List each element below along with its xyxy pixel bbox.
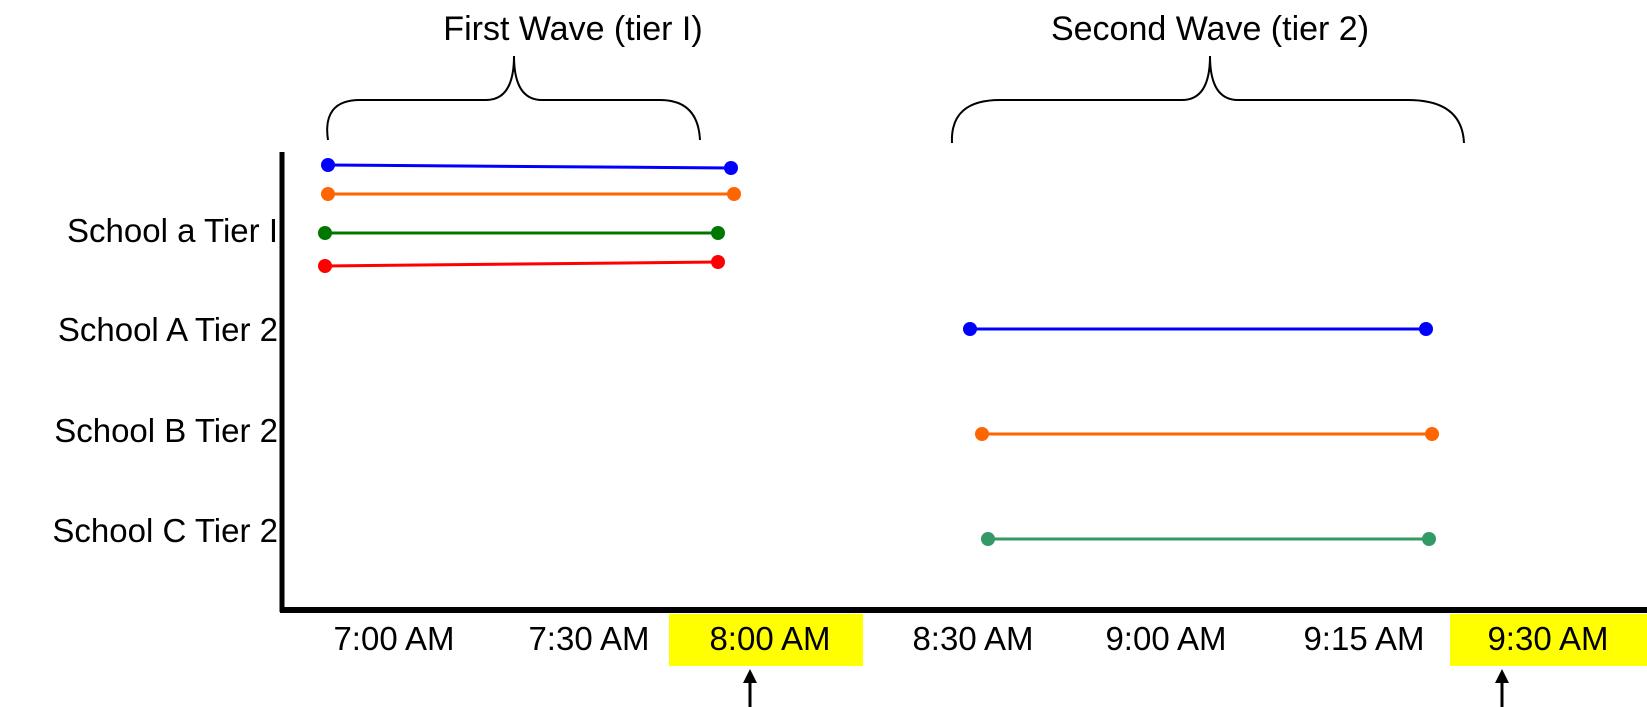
tick-label-900: 9:00 AM bbox=[1105, 620, 1226, 657]
tick-label-930: 9:30 AM bbox=[1487, 620, 1608, 657]
first-wave-brace bbox=[326, 55, 701, 141]
tick-label-700: 7:00 AM bbox=[333, 620, 454, 657]
row-label-school-a-tier-2: School A Tier 2 bbox=[58, 311, 278, 348]
segment-tier1-orange bbox=[321, 187, 741, 201]
first-wave-title: First Wave (tier I) bbox=[443, 10, 702, 48]
row-label-school-c-tier-2: School C Tier 2 bbox=[52, 512, 278, 549]
segment-tier1-green bbox=[318, 226, 725, 240]
row-label-school-a-tier-1: School a Tier I bbox=[67, 212, 278, 249]
highlight-box-930am bbox=[1450, 614, 1647, 666]
segment-school-c-tier2 bbox=[981, 532, 1436, 546]
highlight-box-8am bbox=[669, 614, 863, 666]
tick-label-915: 9:15 AM bbox=[1303, 620, 1424, 657]
row-label-school-b-tier-2: School B Tier 2 bbox=[54, 412, 278, 449]
arrow-930am-icon bbox=[1495, 669, 1509, 707]
tick-label-800: 8:00 AM bbox=[709, 620, 830, 657]
segment-tier1-blue bbox=[321, 158, 738, 175]
arrow-8am-icon bbox=[743, 669, 757, 707]
segment-school-b-tier2 bbox=[975, 427, 1439, 441]
segment-tier1-red bbox=[318, 255, 725, 273]
second-wave-brace bbox=[950, 55, 1465, 144]
second-wave-title: Second Wave (tier 2) bbox=[1051, 10, 1369, 48]
tick-label-830: 8:30 AM bbox=[912, 620, 1033, 657]
tick-label-730: 7:30 AM bbox=[528, 620, 649, 657]
segment-school-a-tier2 bbox=[963, 322, 1433, 336]
